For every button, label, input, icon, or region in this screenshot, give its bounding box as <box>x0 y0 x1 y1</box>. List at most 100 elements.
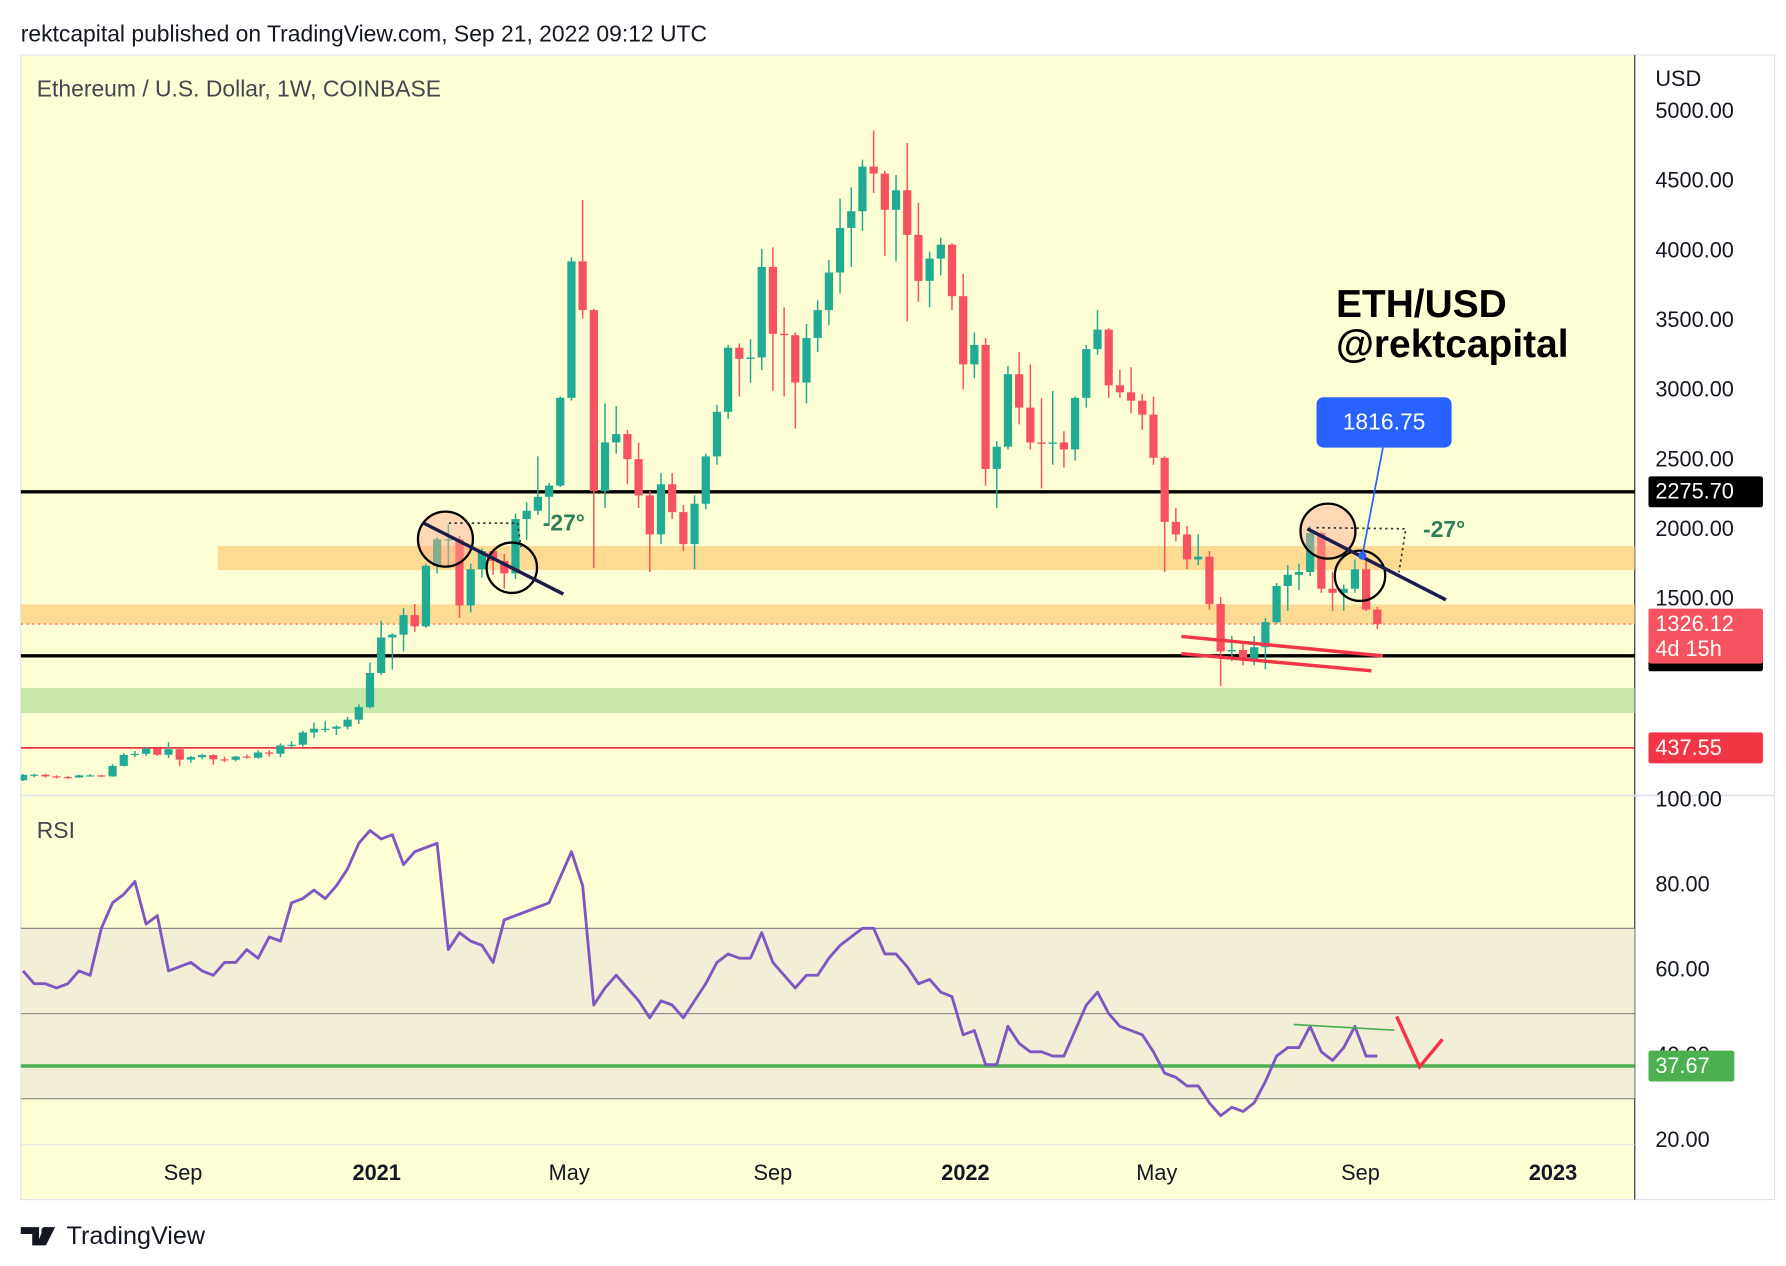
candle-body <box>880 173 889 210</box>
y-tick-label: 1500.00 <box>1655 586 1734 611</box>
tv-logo <box>20 1227 56 1246</box>
arrow-drawing <box>1395 1015 1444 1071</box>
candle-body <box>634 459 643 496</box>
candle-body <box>847 211 856 228</box>
candle-body <box>1037 442 1046 444</box>
candle-body <box>377 637 386 673</box>
candle-body <box>220 759 229 761</box>
x-tick-label: Sep <box>164 1160 203 1185</box>
annotation: ETH/USD <box>1336 283 1507 326</box>
candle-body <box>578 261 587 311</box>
callout-label: 1816.75 <box>1343 409 1426 435</box>
candle-body <box>791 335 800 383</box>
candle-body <box>1361 569 1371 610</box>
trendline <box>1306 527 1447 602</box>
price-tag <box>1648 1050 1735 1082</box>
y-tick-label: 80.00 <box>1655 872 1709 897</box>
candle-body <box>354 707 363 720</box>
candle-body <box>522 510 531 520</box>
candle-body <box>86 775 95 777</box>
candle-body <box>20 774 28 781</box>
candle-body <box>197 755 207 758</box>
candle-body <box>1373 609 1382 625</box>
angle-arc <box>1316 526 1407 573</box>
candle-body <box>142 748 151 754</box>
axis-unit: USD <box>1655 66 1701 91</box>
candle-body <box>679 512 688 545</box>
candle-body <box>276 745 285 754</box>
candle-body <box>712 411 722 457</box>
candle-body <box>488 551 498 561</box>
candle-body <box>1339 588 1348 593</box>
candle-body <box>1003 374 1013 447</box>
candle-body <box>410 615 419 627</box>
circle-drawing <box>485 541 539 595</box>
candle-body <box>824 272 833 311</box>
candle-body <box>186 757 196 760</box>
candle-body <box>1160 457 1169 522</box>
candle-body <box>959 296 968 365</box>
logo-dot <box>41 1227 49 1234</box>
candle-body <box>869 166 878 174</box>
annotation: @rektcapital <box>1336 323 1569 366</box>
candle-body <box>175 749 184 760</box>
candle-body <box>981 344 990 469</box>
candle-body <box>813 310 822 338</box>
drawings <box>416 502 1447 1071</box>
candle-body <box>164 749 173 755</box>
price-tag <box>1648 476 1763 508</box>
zone <box>20 604 1635 624</box>
candle-body <box>444 539 453 541</box>
candle-body <box>1048 442 1057 444</box>
angle-arc <box>448 522 522 548</box>
candle-body <box>936 244 945 259</box>
candle-body <box>802 337 811 383</box>
candle-body <box>1182 534 1192 560</box>
label-layer: Ethereum / U.S. Dollar, 1W, COINBASE USD 1… <box>37 66 1763 1185</box>
candle-body <box>433 539 442 566</box>
price-tag-label: 2275.70 <box>1655 479 1734 504</box>
x-tick-label: 2023 <box>1529 1160 1577 1185</box>
candle-body <box>52 776 61 778</box>
candle-body <box>455 539 464 606</box>
candle-body <box>768 266 778 334</box>
angle-label: -27° <box>543 509 585 535</box>
callout-point <box>1358 551 1367 560</box>
candle-body <box>153 748 162 755</box>
candle-body <box>858 166 867 212</box>
candle-body <box>970 344 979 365</box>
candle-body <box>1015 374 1024 408</box>
price-tag <box>1648 608 1763 664</box>
candle-body <box>1350 569 1360 589</box>
candle-body <box>253 752 263 758</box>
candle-body <box>119 754 128 766</box>
candle-body <box>656 484 666 535</box>
trendline <box>422 521 565 596</box>
candle-body <box>779 333 789 336</box>
price-tag <box>1648 732 1763 764</box>
y-tick-label: 60.00 <box>1655 957 1709 982</box>
chart-title: Ethereum / U.S. Dollar, 1W, COINBASE <box>37 75 441 101</box>
candle-body <box>1059 442 1069 450</box>
circle-drawing <box>1333 549 1387 603</box>
candle-body <box>1082 349 1091 398</box>
candle-body <box>947 244 957 297</box>
candle-body <box>265 752 274 754</box>
candle-body <box>1070 397 1080 450</box>
wedge-line <box>1181 651 1372 673</box>
candle-body <box>209 755 218 760</box>
x-tick-label: Sep <box>1341 1160 1380 1185</box>
candle-body <box>500 560 509 574</box>
candle-body <box>41 774 50 777</box>
pane-title: RSI <box>37 817 75 843</box>
candle-body <box>130 753 140 755</box>
price-tag-label: 437.55 <box>1655 735 1721 760</box>
y-tick-label: 3000.00 <box>1655 377 1734 402</box>
candle-body <box>903 190 912 235</box>
candle-body <box>30 774 39 776</box>
candle-body <box>1250 647 1259 660</box>
x-tick-label: 2022 <box>941 1160 989 1185</box>
candle-body <box>231 756 240 760</box>
candle-body <box>556 397 565 486</box>
